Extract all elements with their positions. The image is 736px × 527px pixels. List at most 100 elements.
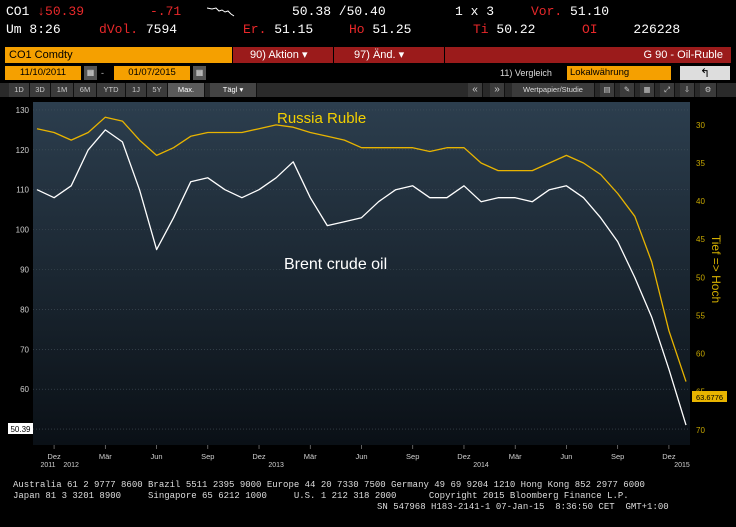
end-calendar-icon[interactable]: ▦ [193, 66, 206, 80]
range-1j[interactable]: 1J [126, 83, 147, 97]
open-interest: OI 226228 [582, 22, 681, 37]
bid-ask: 50.38 /50.40 [292, 4, 386, 19]
high-price: Ho 51.25 [349, 22, 412, 37]
draw-icon[interactable]: ✎ [620, 83, 635, 97]
function-title: G 90 - Oil-Ruble [445, 47, 731, 63]
table-icon[interactable]: ▦ [640, 83, 655, 97]
month-label: Sep [406, 452, 419, 461]
left-tick-label: 90 [20, 266, 29, 275]
right-axis: 303540455055606570 [696, 121, 705, 435]
plot-area [33, 102, 690, 445]
left-tick-label: 110 [16, 186, 29, 195]
footer-contacts-2: Japan 81 3 3201 8900 Singapore 65 6212 1… [13, 491, 629, 501]
footer-serial: SN 547968 H183-2141-1 07-Jan-15 8:36:50 … [377, 502, 669, 512]
month-label: Dez [252, 452, 266, 461]
date-bar: 11/10/2011 ▦ - 01/07/2015 ▦ 11) Vergleic… [0, 65, 736, 81]
sparkline-icon [207, 7, 235, 17]
x-axis: Dez Mär Jun Sep Dez Mär Jun Sep Dez Mär Jun Sep Dez2… [33, 445, 690, 469]
chart-type-icon[interactable]: ▤ [600, 83, 615, 97]
range-max[interactable]: Max. [168, 83, 205, 97]
range-3d[interactable]: 3D [30, 83, 51, 97]
edit-menu[interactable]: 97) Änd. ▾ [334, 47, 444, 63]
start-date-input[interactable]: 11/10/2011 [5, 66, 81, 80]
ticker: CO1 [6, 4, 30, 19]
month-label: Dez [457, 452, 471, 461]
function-bar: CO1 Comdty 90) Aktion ▾ 97) Änd. ▾ G 90 … [0, 47, 736, 63]
right-axis-label: Tief => Hoch [709, 235, 723, 303]
last-value-right-badge: 63.6776 [692, 391, 727, 402]
range-5y[interactable]: 5Y [147, 83, 168, 97]
right-tick-label: 50 [696, 273, 705, 282]
actions-menu[interactable]: 90) Aktion ▾ [233, 47, 333, 63]
bid-ask-size: 1 x 3 [455, 4, 495, 19]
month-label: Dez [47, 452, 61, 461]
last-price: 50.39 [45, 4, 85, 19]
zoom-icon[interactable]: ⤢ [660, 83, 675, 97]
left-tick-label: 70 [20, 345, 29, 354]
brent-crude-line [36, 129, 687, 426]
year-label: 2015 [674, 462, 690, 469]
range-6m[interactable]: 6M [74, 83, 97, 97]
back-button[interactable]: ↰ [680, 66, 730, 80]
year-label: 2013 [268, 462, 284, 469]
security-field[interactable]: CO1 Comdty [5, 47, 232, 63]
studies-button[interactable]: Wertpapier/Studie [512, 83, 595, 97]
range-ytd[interactable]: YTD [97, 83, 126, 97]
start-calendar-icon[interactable]: ▦ [84, 66, 97, 80]
svg-text:63.6776: 63.6776 [696, 393, 723, 402]
right-tick-label: 70 [696, 426, 705, 435]
month-label: Jun [151, 452, 163, 461]
range-1d[interactable]: 1D [9, 83, 30, 97]
x-axis-band [33, 445, 690, 467]
series-lines [36, 116, 687, 426]
month-label: Jun [355, 452, 367, 461]
year-label: 2011 [40, 462, 55, 469]
left-tick-label: 120 [16, 146, 30, 155]
interval-select[interactable]: Tägl ▾ [210, 83, 257, 97]
net-change: -.71 [150, 4, 182, 19]
range-bar: 1D 3D 1M 6M YTD 1J 5Y Max. Tägl ▾ « » We… [0, 83, 736, 97]
russia-ruble-line [36, 116, 687, 382]
right-tick-label: 60 [696, 350, 705, 359]
russia-ruble-label: Russia Ruble [277, 110, 366, 127]
nav-left-button[interactable]: « [468, 83, 483, 97]
year-label: 2012 [63, 462, 79, 469]
previous-close: Vor. 51.10 [531, 4, 610, 19]
end-date-input[interactable]: 01/07/2015 [114, 66, 190, 80]
right-tick-label: 30 [696, 121, 705, 130]
month-label: Sep [201, 452, 214, 461]
down-arrow-icon: ↓ [37, 4, 46, 19]
open-price: Er. 51.15 [243, 22, 314, 37]
year-label: 2014 [473, 462, 489, 469]
quote-row-2: Um 8:26 [6, 22, 61, 37]
oil-ruble-chart[interactable]: 5060708090100110120130 30354045505560657… [0, 99, 736, 469]
left-tick-label: 60 [20, 385, 29, 394]
currency-select[interactable]: Lokalwährung [567, 66, 671, 80]
left-tick-label: 80 [20, 305, 29, 314]
brent-crude-label: Brent crude oil [284, 256, 387, 273]
quote-time: 8:26 [29, 22, 61, 37]
low-price: Ti 50.22 [473, 22, 536, 37]
month-label: Jun [560, 452, 572, 461]
right-tick-label: 40 [696, 197, 705, 206]
last-value-left-badge: 50.39 [8, 423, 33, 434]
export-icon[interactable]: ⇩ [680, 83, 695, 97]
left-axis: 5060708090100110120130 [16, 106, 30, 434]
nav-right-button[interactable]: » [490, 83, 505, 97]
month-label: Sep [611, 452, 624, 461]
compare-label[interactable]: 11) Vergleich [500, 68, 552, 78]
settings-gear-icon[interactable]: ⚙ [700, 83, 717, 97]
footer-contacts-1: Australia 61 2 9777 8600 Brazil 5511 239… [13, 480, 645, 490]
month-label: Mär [509, 452, 522, 461]
volume: dVol. 7594 [99, 22, 178, 37]
month-label: Dez [662, 452, 676, 461]
month-label: Mär [99, 452, 112, 461]
right-tick-label: 55 [696, 311, 705, 320]
left-tick-label: 100 [16, 226, 30, 235]
right-tick-label: 35 [696, 159, 705, 168]
month-label: Mär [304, 452, 317, 461]
quote-row-1: CO1 ↓50.39 [6, 4, 84, 19]
left-tick-label: 130 [16, 106, 30, 115]
range-1m[interactable]: 1M [51, 83, 74, 97]
right-tick-label: 45 [696, 235, 705, 244]
